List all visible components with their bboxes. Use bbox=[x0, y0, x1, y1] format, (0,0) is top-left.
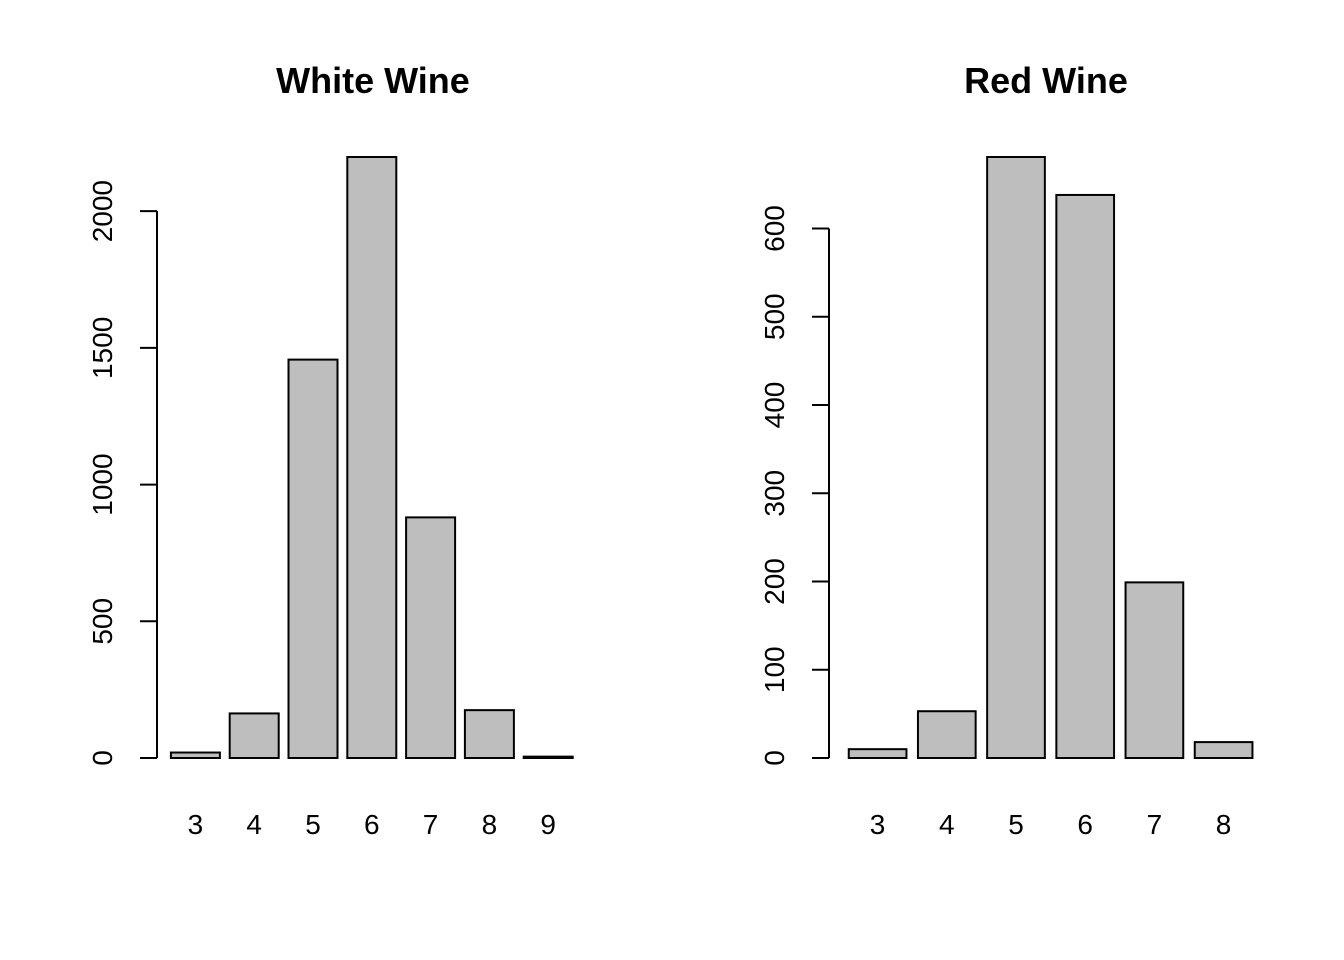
red-wine-y-tick-label-100: 100 bbox=[759, 646, 790, 693]
white-wine-x-tick-label-4: 4 bbox=[246, 809, 262, 840]
white-wine-x-tick-label-9: 9 bbox=[540, 809, 556, 840]
red-wine-y-tick-label-600: 600 bbox=[759, 205, 790, 252]
red-wine-x-tick-label-3: 3 bbox=[870, 809, 886, 840]
red-wine-x-tick-label-7: 7 bbox=[1147, 809, 1163, 840]
white-wine-x-tick-label-7: 7 bbox=[423, 809, 439, 840]
red-wine-x-tick-label-4: 4 bbox=[939, 809, 955, 840]
red-wine-y-tick-label-200: 200 bbox=[759, 558, 790, 605]
red-wine-title: Red Wine bbox=[964, 60, 1128, 101]
white-wine-x-tick-label-8: 8 bbox=[482, 809, 498, 840]
red-wine-bar-4 bbox=[916, 710, 977, 759]
white-wine-bar-7 bbox=[405, 516, 457, 759]
red-wine-bar-8 bbox=[1193, 741, 1254, 760]
white-wine-y-tick-label-2000: 2000 bbox=[87, 180, 118, 242]
red-wine-y-tick-label-500: 500 bbox=[759, 293, 790, 340]
red-wine-x-tick-label-8: 8 bbox=[1216, 809, 1232, 840]
red-wine-bar-7 bbox=[1124, 581, 1185, 759]
red-wine-panel: Red Wine 3 4 5 6 7 8 0 100 200 300 400 500 600 bbox=[759, 60, 1254, 840]
red-wine-bar-6 bbox=[1055, 193, 1116, 759]
white-wine-bar-6 bbox=[346, 156, 398, 759]
white-wine-bar-9 bbox=[522, 755, 574, 760]
white-wine-x-tick-label-6: 6 bbox=[364, 809, 380, 840]
red-wine-bar-5 bbox=[986, 156, 1046, 759]
white-wine-bar-8 bbox=[463, 709, 515, 759]
red-wine-x-tick-label-5: 5 bbox=[1008, 809, 1024, 840]
red-wine-x-tick-label-6: 6 bbox=[1077, 809, 1093, 840]
white-wine-x-tick-label-5: 5 bbox=[305, 809, 321, 840]
white-wine-y-tick-label-500: 500 bbox=[87, 598, 118, 645]
white-wine-x-tick-label-3: 3 bbox=[188, 809, 204, 840]
red-wine-y-tick-label-300: 300 bbox=[759, 470, 790, 517]
white-wine-panel: White Wine 3 4 5 6 7 8 9 0 500 1000 1500 2000 bbox=[87, 60, 574, 840]
white-wine-bar-3 bbox=[169, 751, 221, 759]
white-wine-title: White Wine bbox=[276, 60, 470, 101]
red-wine-y-tick-label-0: 0 bbox=[759, 750, 790, 766]
white-wine-y-tick-label-1000: 1000 bbox=[87, 453, 118, 515]
red-wine-bar-3 bbox=[847, 748, 908, 760]
white-wine-bar-5 bbox=[287, 358, 339, 759]
white-wine-y-tick-label-1500: 1500 bbox=[87, 317, 118, 379]
white-wine-bar-4 bbox=[228, 712, 280, 759]
red-wine-y-tick-label-400: 400 bbox=[759, 382, 790, 429]
white-wine-y-tick-label-0: 0 bbox=[87, 750, 118, 766]
